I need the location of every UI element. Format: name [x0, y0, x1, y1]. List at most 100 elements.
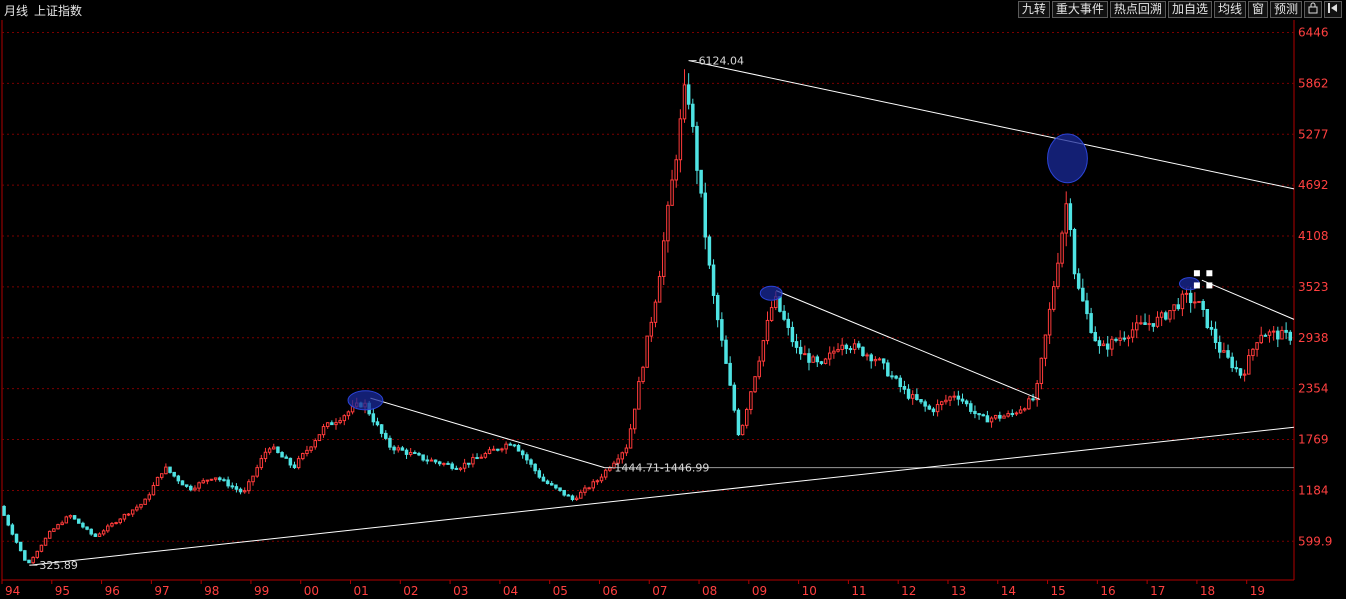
candle-body	[1010, 413, 1015, 416]
major-events-button[interactable]: 重大事件	[1051, 1, 1108, 18]
candle-body	[189, 485, 193, 491]
candle-body	[454, 467, 459, 470]
candle-body	[632, 408, 637, 430]
candle-body	[1039, 357, 1044, 385]
candle-body	[964, 400, 969, 405]
x-tick-label: 03	[453, 584, 468, 598]
candle-body	[836, 348, 840, 352]
candle-body	[118, 518, 122, 524]
candle-body	[251, 475, 255, 483]
candle-body	[151, 484, 156, 496]
candle-body	[695, 125, 699, 171]
candle-body	[1147, 323, 1151, 326]
candle-body	[1209, 327, 1214, 330]
forecast-button[interactable]: 预测	[1269, 1, 1302, 18]
candle-body	[35, 550, 40, 558]
candle-body	[803, 353, 807, 356]
candle-body	[164, 466, 168, 475]
x-tick-label: 19	[1250, 584, 1265, 598]
candle-body	[1172, 304, 1176, 312]
candle-body	[334, 422, 338, 426]
candle-body	[881, 358, 886, 364]
candle-body	[1197, 300, 1201, 303]
candle-body	[989, 417, 994, 423]
candle-body	[620, 452, 625, 460]
candle-body	[483, 453, 488, 458]
x-tick-label: 94	[5, 584, 20, 598]
candle-body	[97, 533, 102, 537]
candle-body	[1180, 293, 1185, 310]
candle-body	[47, 530, 52, 539]
candle-body	[869, 354, 873, 362]
candle-body	[301, 453, 305, 460]
candle-body	[1081, 287, 1085, 302]
candle-body	[462, 462, 467, 469]
candle-body	[371, 413, 376, 423]
candle-body	[31, 556, 35, 564]
candle-body	[18, 541, 23, 552]
highlight-circle	[1047, 133, 1088, 184]
candle-body	[960, 398, 965, 402]
candle-body	[558, 487, 562, 491]
candle-body	[1110, 338, 1114, 350]
candle-body	[711, 264, 716, 296]
candle-body	[234, 486, 239, 490]
jiuzhuan-button[interactable]: 九转	[1017, 1, 1050, 18]
x-tick-label: 00	[304, 584, 319, 598]
candle-body	[330, 422, 334, 426]
candle-body	[844, 344, 849, 350]
candle-body	[898, 377, 903, 387]
candle-body	[935, 404, 940, 413]
candle-body	[649, 321, 654, 337]
candle-body	[147, 494, 152, 500]
x-tick-label: 96	[105, 584, 120, 598]
candle-body	[906, 388, 911, 399]
highlight-circle	[347, 390, 384, 411]
candle-body	[745, 408, 749, 426]
candle-body	[176, 475, 181, 482]
candle-body	[1284, 329, 1288, 333]
candle-body	[263, 451, 268, 460]
hot-review-button[interactable]: 热点回溯	[1109, 1, 1166, 18]
candle-body	[400, 447, 405, 451]
candle-body	[616, 458, 620, 464]
x-tick-label: 12	[901, 584, 916, 598]
candle-body	[516, 445, 521, 452]
candle-body	[172, 471, 176, 477]
candle-body	[43, 537, 48, 546]
candle-body	[205, 479, 210, 482]
x-tick-label: 99	[254, 584, 269, 598]
candle-body	[193, 487, 197, 491]
candle-body	[1018, 409, 1023, 414]
candle-body	[1047, 308, 1052, 336]
candle-body	[130, 509, 135, 515]
x-tick-label: 08	[702, 584, 717, 598]
candle-body	[998, 414, 1002, 419]
candle-body	[923, 401, 927, 407]
candle-body	[608, 467, 612, 471]
candle-body	[749, 391, 753, 410]
candle-body	[873, 358, 878, 362]
trend-line	[370, 397, 605, 469]
candle-body	[533, 463, 537, 472]
candle-body	[969, 403, 973, 412]
x-tick-label: 01	[354, 584, 369, 598]
add-watchlist-button[interactable]: 加自选	[1167, 1, 1212, 18]
candle-body	[437, 461, 442, 465]
candle-body	[1085, 300, 1089, 315]
candle-body	[1126, 336, 1131, 340]
moving-average-button[interactable]: 均线	[1213, 1, 1246, 18]
candle-body	[537, 470, 542, 478]
lock-icon[interactable]	[1304, 1, 1322, 18]
candle-body	[798, 346, 803, 355]
candle-body	[14, 533, 19, 543]
candle-body	[1234, 367, 1239, 370]
window-button[interactable]: 窗	[1247, 1, 1268, 18]
candle-body	[1263, 334, 1268, 337]
exit-icon[interactable]	[1324, 1, 1342, 18]
candle-body	[1205, 308, 1210, 329]
candle-body	[309, 446, 313, 451]
candle-body	[699, 169, 703, 194]
candle-body	[413, 452, 417, 455]
candle-body	[1267, 331, 1272, 336]
